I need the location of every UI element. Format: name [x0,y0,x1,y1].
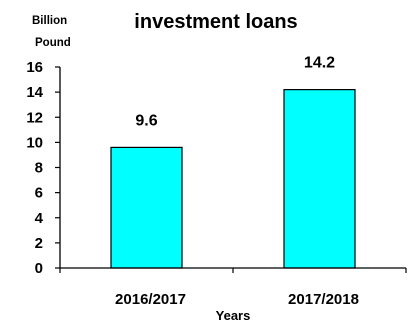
y-tick-label: 0 [35,260,43,277]
y-tick-label: 16 [26,59,43,76]
bar [110,146,183,269]
x-category-label: 2017/2018 [288,291,359,308]
x-category-label: 2016/2017 [115,291,186,308]
data-label: 9.6 [135,112,157,129]
y-tick-label: 8 [35,160,43,177]
y-axis-ticks: 0 2 4 6 8 10 12 14 16 [26,59,60,277]
y-tick-label: 14 [26,84,43,101]
y-axis-unit-line-2: Pound [35,37,71,49]
y-tick-label: 4 [35,210,44,227]
data-label: 14.2 [304,55,335,72]
x-axis-label: Years [216,308,251,323]
y-tick-label: 6 [35,185,43,202]
bars [110,89,356,269]
y-tick-label: 10 [26,134,43,151]
x-axis-tick-marks [59,268,407,273]
x-axis-categories: 2016/2017 2017/2018 [115,291,359,308]
bar [283,89,356,269]
data-labels: 9.6 14.2 [135,55,335,130]
y-axis-unit-line-1: Billion [32,15,67,27]
y-tick-label: 2 [35,235,43,252]
y-tick-label: 12 [26,109,43,126]
chart-title: investment loans [134,11,297,33]
